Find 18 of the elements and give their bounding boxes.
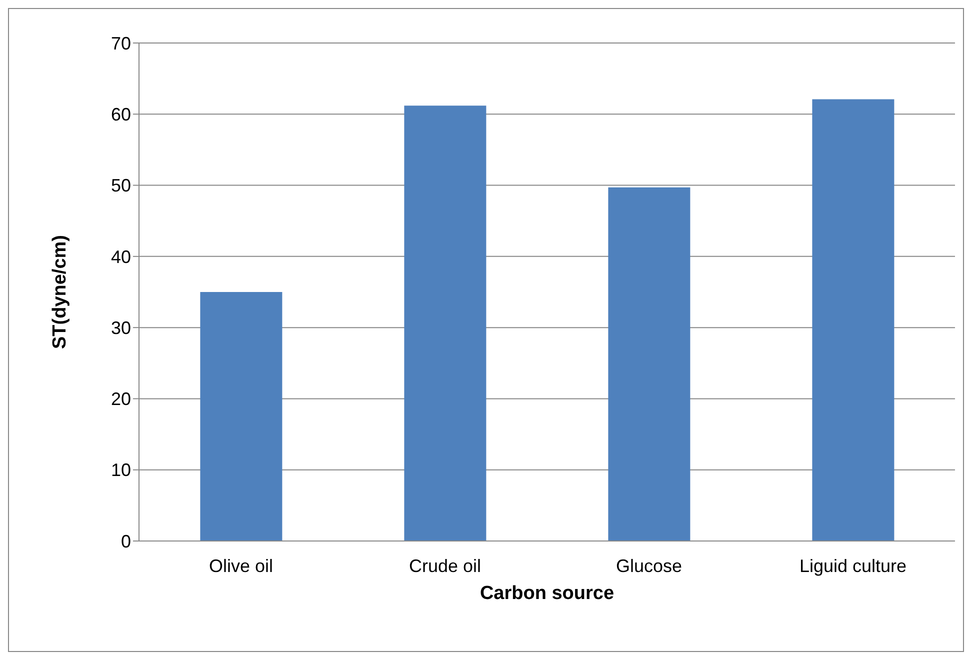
bar (608, 187, 690, 541)
bar (200, 292, 282, 541)
y-axis-title: ST(dyne/cm) (50, 234, 71, 350)
y-tick-label: 20 (110, 389, 131, 410)
x-tick-label: Glucose (616, 556, 682, 576)
y-tick-label: 60 (110, 104, 131, 125)
y-tick-label: 50 (110, 176, 131, 196)
x-tick-label: Olive oil (208, 556, 274, 576)
y-tick-label: 40 (110, 246, 131, 267)
y-tick-label: 0 (120, 531, 131, 552)
y-tick-label: 30 (110, 318, 131, 338)
x-tick-label: Liguid culture (799, 556, 907, 576)
y-tick-label: 10 (110, 460, 131, 480)
x-axis-title: Carbon source (480, 583, 614, 604)
x-tick-label: Crude oil (408, 556, 482, 576)
bar (404, 106, 486, 541)
y-tick-label: 70 (110, 33, 131, 54)
bar (812, 99, 894, 541)
